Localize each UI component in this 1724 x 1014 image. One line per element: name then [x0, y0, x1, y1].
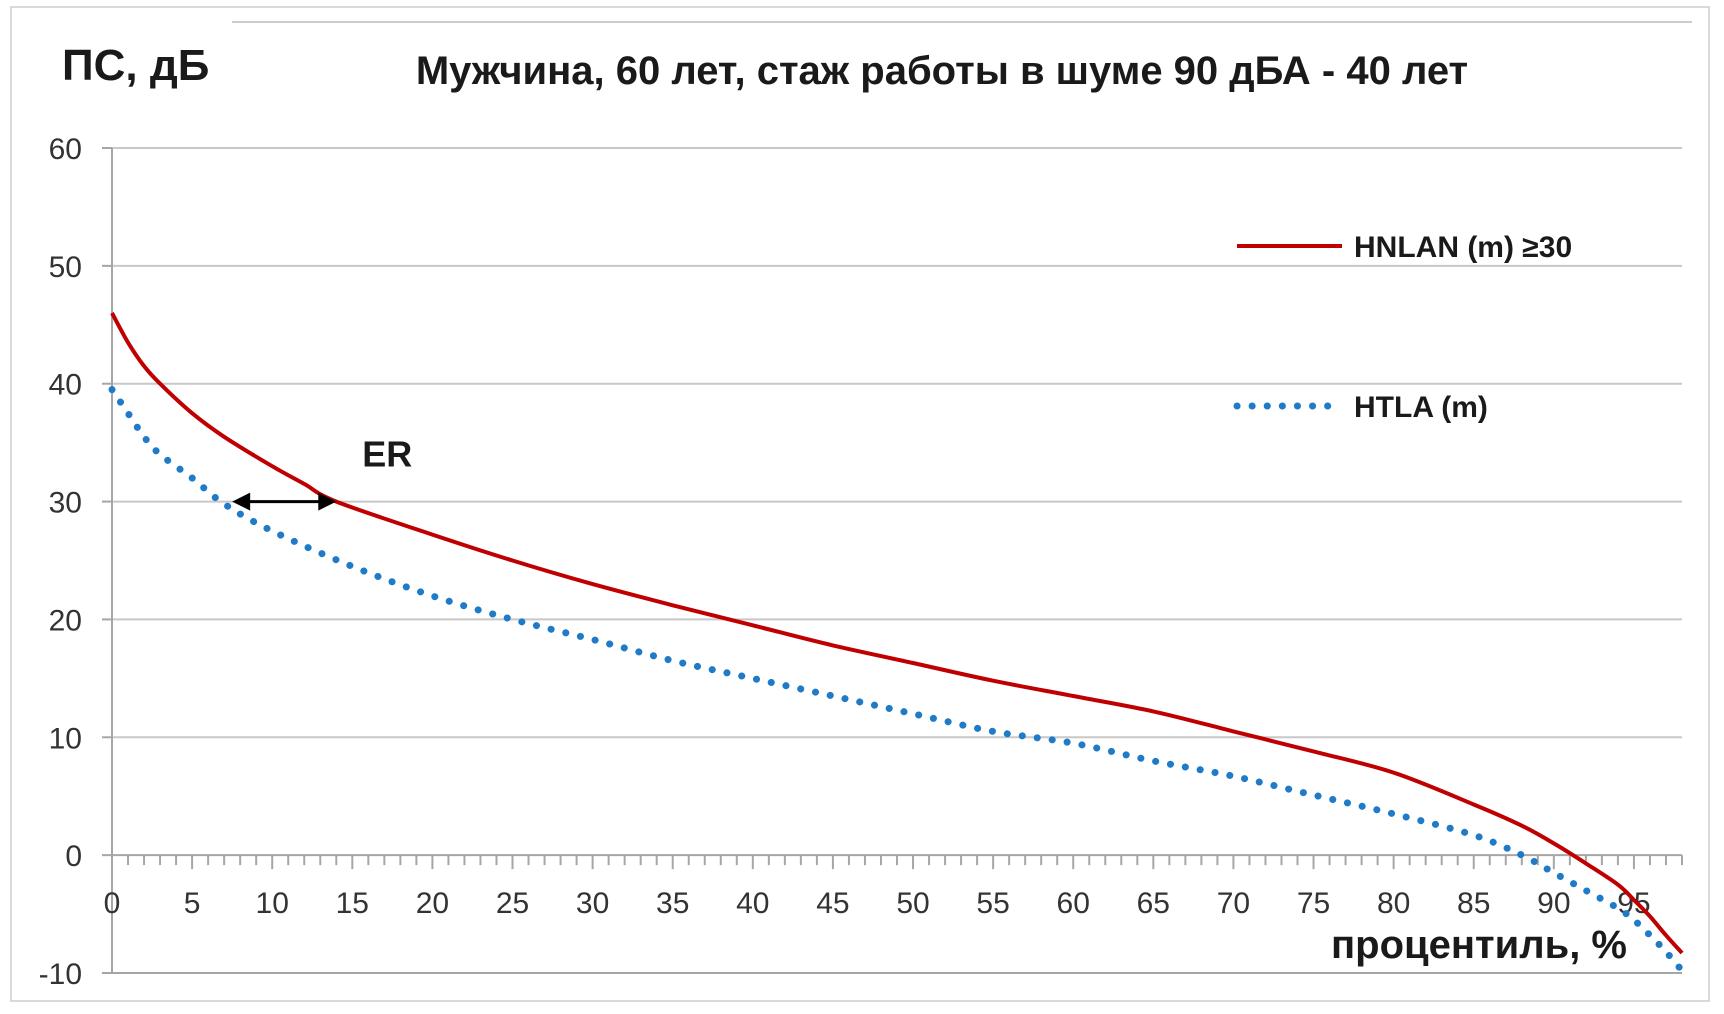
x-tick-label: 90: [1537, 887, 1570, 920]
x-tick-label: 85: [1457, 887, 1490, 920]
x-tick-label: 5: [184, 887, 201, 920]
er-arrow-head-right: [318, 492, 337, 511]
axes: [102, 147, 1683, 974]
y-tick-label: -10: [39, 958, 82, 991]
x-tick-label: 50: [896, 887, 929, 920]
x-tick-label: 15: [336, 887, 369, 920]
legend: HNLAN (m) ≥30 HTLA (m): [1233, 231, 1572, 424]
legend-label-htla: HTLA (m): [1354, 391, 1488, 424]
y-tick-label: 40: [49, 369, 82, 402]
y-tick-label: 30: [49, 487, 82, 520]
x-tick-label: 45: [816, 887, 849, 920]
chart-title: Мужчина, 60 лет, стаж работы в шуме 90 д…: [416, 49, 1468, 93]
x-tick-label: 30: [576, 887, 609, 920]
series-line-hnlan: [110, 312, 1684, 955]
x-tick-label: 80: [1377, 887, 1410, 920]
line-chart: -10 0 10 20 30 40 50 60 0 5 10 15 20 25 30 35 40 45 50 55 6…: [39, 21, 1692, 991]
x-tick-labels: 0 5 10 15 20 25 30 35 40 45 50 55 60 65 70 75 80 85 90 95: [104, 887, 1651, 920]
x-tick-label: 65: [1137, 887, 1170, 920]
chart-frame: -10 0 10 20 30 40 50 60 0 5 10 15 20 25 30 35 40 45 50 55 6…: [10, 6, 1710, 1002]
grid-lines: [112, 147, 1682, 739]
y-tick-label: 60: [49, 133, 82, 166]
x-tick-label: 25: [496, 887, 529, 920]
series-lines: [108, 312, 1686, 975]
y-tick-label: 50: [49, 251, 82, 284]
y-axis-label: ПС, дБ: [62, 41, 209, 90]
y-tick-label: 10: [49, 722, 82, 755]
y-tick-label: 0: [65, 840, 82, 873]
er-label: ER: [362, 434, 412, 475]
legend-label-hnlan: HNLAN (m) ≥30: [1354, 231, 1572, 264]
x-tick-label: 40: [736, 887, 769, 920]
y-tick-labels: -10 0 10 20 30 40 50 60: [39, 133, 82, 991]
x-tick-label: 95: [1617, 887, 1650, 920]
x-tick-label: 10: [256, 887, 289, 920]
x-axis-label: процентиль, %: [1331, 923, 1627, 967]
x-tick-label: 75: [1297, 887, 1330, 920]
x-tick-label: 20: [416, 887, 449, 920]
y-tick-label: 20: [49, 604, 82, 637]
x-tick-label: 55: [976, 887, 1009, 920]
x-tick-label: 0: [104, 887, 121, 920]
series-line-htla: [108, 386, 1686, 975]
er-arrow-head-left: [232, 492, 251, 511]
x-tick-label: 60: [1057, 887, 1090, 920]
x-tick-label: 35: [656, 887, 689, 920]
er-annotation: ER: [232, 434, 412, 511]
x-tick-label: 70: [1217, 887, 1250, 920]
